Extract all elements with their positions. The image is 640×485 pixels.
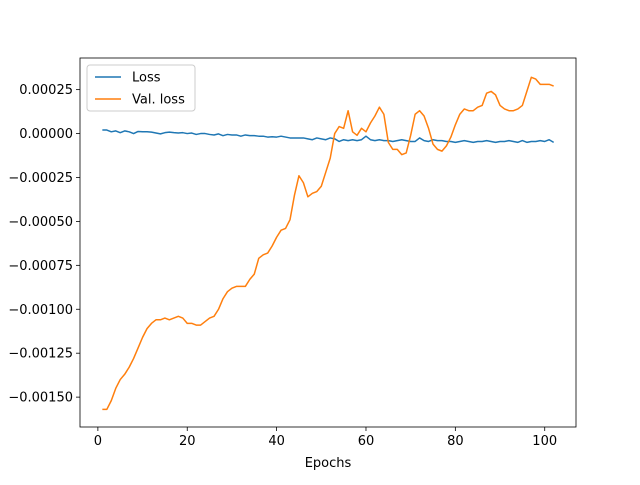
legend-label-1: Val. loss	[132, 93, 185, 108]
y-tick-label: 0.00025	[19, 83, 73, 98]
series-line-1	[102, 76, 554, 411]
legend-label-0: Loss	[132, 71, 161, 86]
x-tick-label: 0	[94, 434, 102, 449]
legend: Loss Val. loss	[86, 64, 196, 112]
x-tick-label: 20	[179, 434, 196, 449]
x-tick-label: 40	[268, 434, 285, 449]
plot-frame	[79, 57, 577, 428]
y-tick-label: 0.00000	[19, 127, 73, 142]
x-tick-label: 60	[358, 434, 375, 449]
y-tick-label: −0.00125	[8, 347, 73, 362]
y-tick-label: −0.00100	[8, 303, 73, 318]
x-tick-label: 80	[447, 434, 464, 449]
x-tick-label: 100	[532, 434, 557, 449]
series-layer	[102, 76, 555, 411]
y-tick-label: −0.00050	[8, 215, 73, 230]
series-line-0	[102, 129, 555, 144]
y-axis: 0.00025 0.00000 −0.00025 −0.00050 −0.00075 −0…	[8, 83, 80, 406]
x-axis: 0 20 40 60 80 100	[94, 427, 557, 449]
y-tick-label: −0.00150	[8, 391, 73, 406]
x-axis-title: Epochs	[305, 456, 352, 471]
plot-border	[79, 57, 577, 428]
y-tick-label: −0.00075	[8, 259, 73, 274]
y-tick-label: −0.00025	[8, 171, 73, 186]
